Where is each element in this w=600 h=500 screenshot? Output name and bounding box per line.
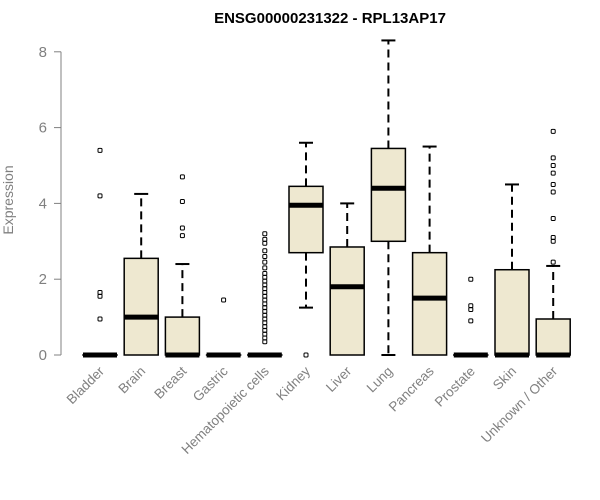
box-rect-10 xyxy=(494,268,530,356)
outlier-0-0 xyxy=(97,316,103,322)
x-tick-label-0: Bladder xyxy=(64,363,108,407)
x-tick-label-1: Brain xyxy=(115,364,148,397)
x-tick-label-2: Breast xyxy=(151,363,189,401)
y-tick-label-1: 2 xyxy=(39,271,47,288)
outlier-11-4 xyxy=(550,189,556,195)
outlier-4-19 xyxy=(262,265,268,271)
x-tick-label-10: Skin xyxy=(490,364,519,393)
box-rect-8 xyxy=(411,251,448,356)
x-tick-label-11: Unknown / Other xyxy=(478,363,561,446)
outlier-4-21 xyxy=(262,253,268,259)
box-rect-5 xyxy=(288,185,324,254)
boxes xyxy=(82,39,571,358)
box-rect-7 xyxy=(370,147,407,243)
outlier-0-4 xyxy=(97,147,103,153)
x-tick-label-5: Kidney xyxy=(273,363,313,403)
outlier-3-0 xyxy=(221,297,227,303)
outlier-11-2 xyxy=(550,235,556,241)
box-9 xyxy=(453,276,489,358)
outlier-9-3 xyxy=(468,276,474,282)
box-3 xyxy=(205,297,242,358)
y-tick-label-3: 6 xyxy=(39,120,47,137)
x-tick-label-9: Prostate xyxy=(432,364,478,410)
outlier-5-0 xyxy=(303,352,309,358)
outlier-11-7 xyxy=(550,163,556,168)
outlier-9-2 xyxy=(468,303,474,309)
box-2 xyxy=(164,174,201,358)
box-rect-6 xyxy=(329,246,365,356)
outlier-0-3 xyxy=(97,193,103,199)
y-axis-label: Expression xyxy=(0,165,16,234)
y-tick-label-2: 4 xyxy=(39,195,47,212)
outlier-0-2 xyxy=(97,289,103,295)
box-7 xyxy=(370,39,407,356)
outlier-4-18 xyxy=(262,271,268,277)
box-10 xyxy=(494,183,530,358)
box-rect-11 xyxy=(535,318,571,356)
x-tick-label-8: Pancreas xyxy=(386,363,437,414)
outlier-4-24 xyxy=(262,236,268,242)
outlier-11-5 xyxy=(550,181,556,187)
box-rect-1 xyxy=(123,257,159,356)
outlier-2-2 xyxy=(179,199,185,205)
outlier-11-0 xyxy=(550,259,556,265)
chart-title: ENSG00000231322 - RPL13AP17 xyxy=(214,10,446,27)
x-tick-label-3: Gastric xyxy=(190,363,231,404)
x-tick-label-7: Lung xyxy=(364,364,396,396)
outlier-11-9 xyxy=(550,128,556,134)
outlier-2-0 xyxy=(179,233,185,239)
x-tick-label-6: Liver xyxy=(323,363,355,395)
box-1 xyxy=(123,192,159,356)
box-0 xyxy=(82,147,118,358)
outlier-9-0 xyxy=(468,318,474,324)
box-11 xyxy=(535,128,571,358)
outlier-4-20 xyxy=(262,259,268,265)
box-8 xyxy=(411,145,448,356)
box-6 xyxy=(329,202,365,356)
box-4 xyxy=(247,231,283,358)
y-tick-label-0: 0 xyxy=(39,347,47,364)
outlier-11-8 xyxy=(550,155,556,161)
outlier-2-3 xyxy=(179,174,185,180)
box-rect-2 xyxy=(164,316,201,356)
outlier-11-3 xyxy=(550,216,556,222)
outlier-4-22 xyxy=(262,248,268,254)
axes: 0 2 4 6 8 xyxy=(39,44,62,364)
outlier-4-25 xyxy=(262,231,268,237)
box-5 xyxy=(288,141,324,358)
outlier-11-6 xyxy=(550,170,556,176)
outlier-2-1 xyxy=(179,225,185,231)
y-tick-label-4: 8 xyxy=(39,44,47,61)
